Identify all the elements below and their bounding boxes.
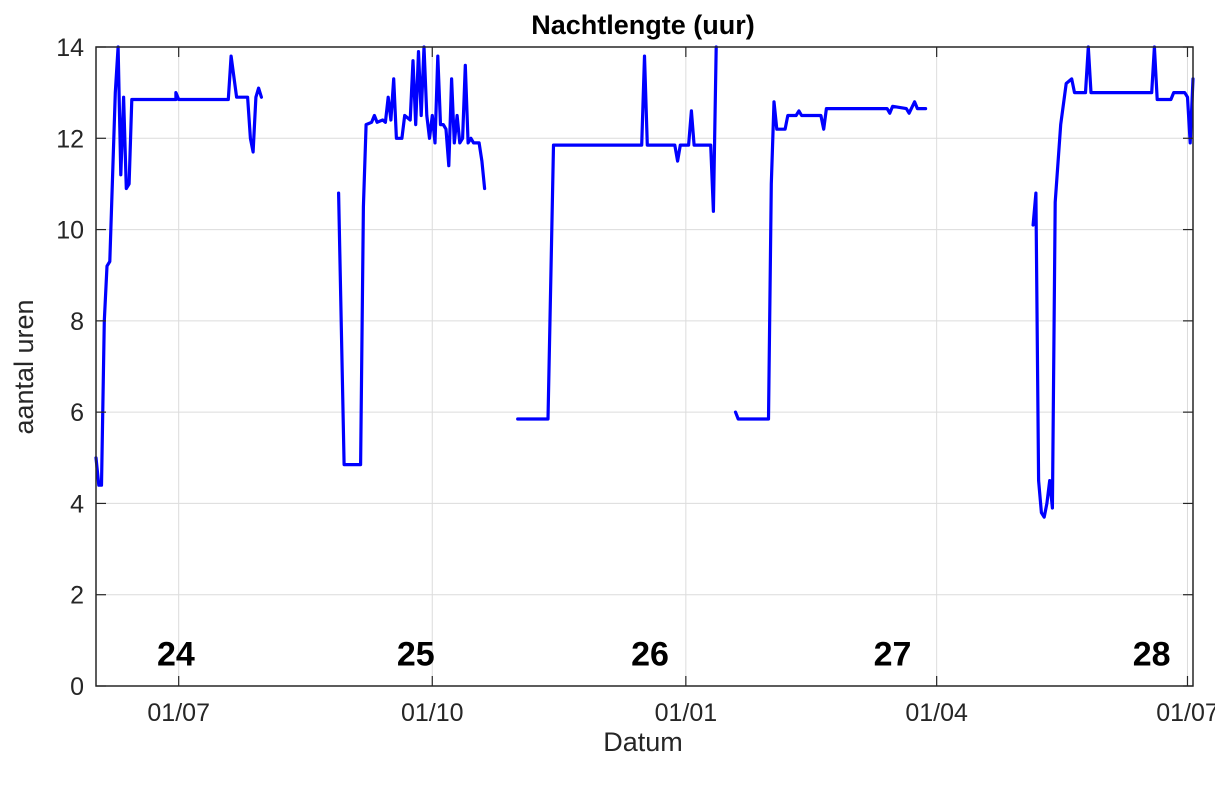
- x-axis-label: Datum: [603, 727, 683, 757]
- x-gridlines: [178, 47, 1188, 686]
- season-label: 27: [874, 635, 912, 673]
- y-tick-label: 10: [56, 217, 84, 245]
- chart-title: Nachtlengte (uur): [531, 10, 755, 40]
- season-label: 25: [397, 635, 435, 673]
- y-tick-label: 8: [70, 308, 84, 336]
- y-axis-label: aantal uren: [9, 299, 39, 434]
- y-tick-label: 6: [70, 399, 84, 427]
- y-tick-label: 4: [70, 490, 84, 518]
- season-label: 26: [631, 635, 669, 673]
- x-tick-label: 01/07: [147, 699, 210, 727]
- season-annotations: 24 25 26 27 28: [157, 635, 1171, 673]
- x-tick-label: 01/01: [655, 699, 718, 727]
- x-tick-label: 01/04: [905, 699, 968, 727]
- axes-box: [95, 46, 1194, 687]
- x-ticks: 01/07 01/10 01/01 01/04 01/07: [147, 47, 1215, 727]
- x-tick-label: 01/10: [401, 699, 464, 727]
- axes-background: [96, 47, 1193, 686]
- y-tick-label: 0: [70, 673, 84, 701]
- x-tick-label: 01/07: [1156, 699, 1215, 727]
- season-label: 28: [1133, 635, 1171, 673]
- y-tick-label: 2: [70, 582, 84, 610]
- y-tick-label: 14: [56, 34, 84, 62]
- season-label: 24: [157, 635, 195, 673]
- y-tick-label: 12: [56, 125, 84, 153]
